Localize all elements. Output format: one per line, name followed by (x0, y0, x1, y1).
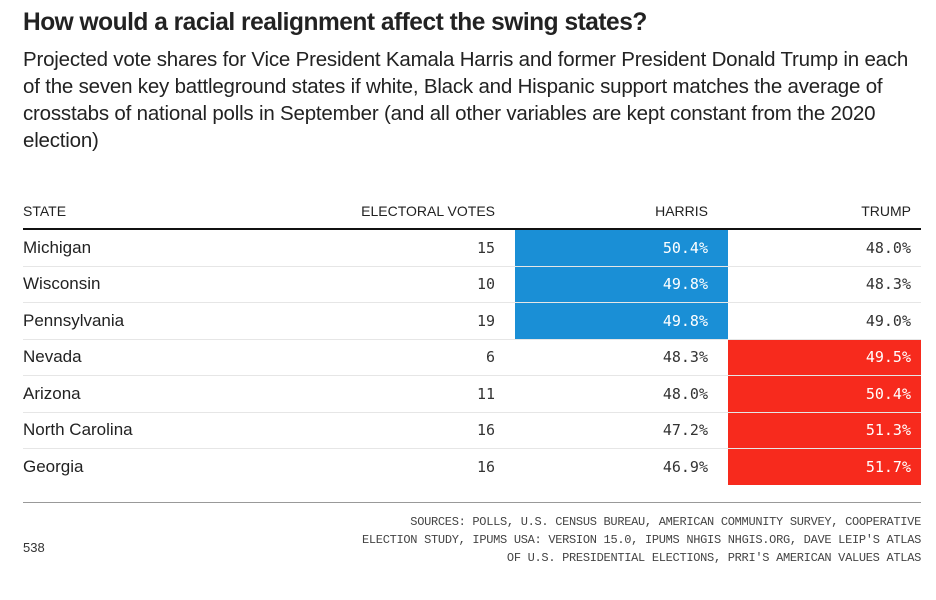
state-name: Pennsylvania (23, 310, 125, 330)
header-electoral-votes: ELECTORAL VOTES (361, 203, 495, 219)
table-row: Pennsylvania 19 49.8% 49.0% (23, 303, 921, 340)
harris-share: 48.3% (662, 348, 708, 367)
electoral-votes: 10 (476, 275, 495, 294)
state-name: Michigan (23, 237, 92, 257)
brand-logo: 538 (23, 540, 45, 555)
table-header: STATE ELECTORAL VOTES HARRIS TRUMP (23, 195, 921, 230)
state-name: North Carolina (23, 420, 133, 440)
header-state: STATE (23, 203, 67, 219)
state-name: Arizona (23, 383, 81, 403)
trump-share: 48.0% (865, 238, 911, 257)
trump-share: 49.5% (728, 339, 921, 375)
state-name: Nevada (23, 347, 82, 367)
harris-share: 50.4% (515, 230, 728, 266)
table-row: Wisconsin 10 49.8% 48.3% (23, 266, 921, 303)
chart-subtitle: Projected vote shares for Vice President… (23, 48, 909, 152)
state-name: Wisconsin (23, 274, 101, 294)
harris-share: 49.8% (515, 303, 728, 339)
trump-share: 50.4% (728, 376, 921, 412)
table-row: North Carolina 16 47.2% 51.3% (23, 412, 921, 449)
results-table: STATE ELECTORAL VOTES HARRIS TRUMP Michi… (23, 195, 921, 485)
trump-share: 48.3% (865, 275, 911, 294)
sources-note: SOURCES: POLLS, U.S. CENSUS BUREAU, AMER… (362, 515, 921, 565)
electoral-votes: 16 (476, 457, 495, 476)
state-name: Georgia (23, 456, 84, 476)
trump-share: 51.7% (728, 449, 921, 485)
table-row: Arizona 11 48.0% 50.4% (23, 376, 921, 413)
trump-share: 49.0% (865, 311, 911, 330)
header-harris: HARRIS (655, 203, 708, 219)
harris-share: 46.9% (662, 457, 708, 476)
header-trump: TRUMP (861, 203, 911, 219)
table-row: Nevada 6 48.3% 49.5% (23, 339, 921, 376)
harris-share: 49.8% (515, 266, 728, 302)
electoral-votes: 11 (476, 384, 495, 403)
electoral-votes: 16 (476, 421, 495, 440)
harris-share: 47.2% (662, 421, 708, 440)
electoral-votes: 6 (485, 348, 495, 367)
table-row: Michigan 15 50.4% 48.0% (23, 230, 921, 267)
footer-divider (23, 502, 921, 503)
electoral-votes: 19 (476, 311, 495, 330)
trump-share: 51.3% (728, 412, 921, 448)
chart-title: How would a racial realignment affect th… (23, 8, 647, 36)
harris-share: 48.0% (662, 384, 708, 403)
table-body: Michigan 15 50.4% 48.0% Wisconsin 10 49.8% 48.3… (23, 230, 921, 485)
table-row: Georgia 16 46.9% 51.7% (23, 449, 921, 485)
electoral-votes: 15 (476, 238, 495, 257)
